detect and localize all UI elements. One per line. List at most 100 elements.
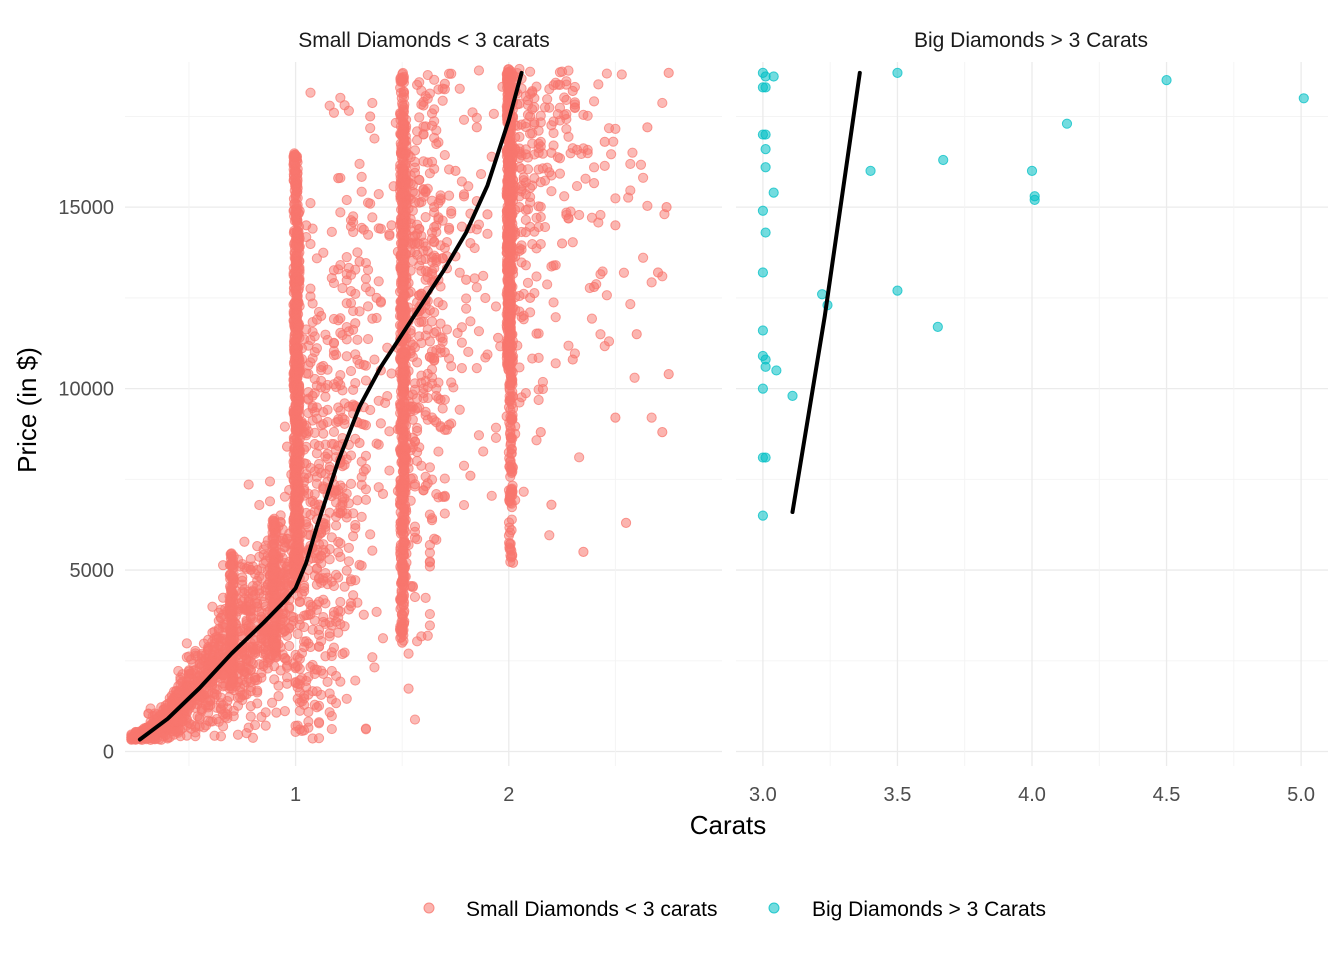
data-point (365, 286, 376, 297)
data-point (424, 608, 435, 620)
data-point (507, 403, 519, 414)
data-point (787, 390, 798, 401)
data-point (294, 205, 305, 217)
data-point (307, 495, 318, 507)
data-point (326, 226, 337, 237)
data-point (294, 518, 305, 529)
data-point (418, 96, 429, 107)
data-point (215, 612, 227, 623)
data-point (243, 596, 254, 607)
data-point (527, 353, 538, 364)
legend: Small Diamonds < 3 carats Big Diamonds >… (423, 898, 1046, 921)
data-point (227, 664, 238, 675)
data-point (488, 108, 499, 119)
data-point (224, 596, 235, 607)
data-point (279, 491, 291, 502)
data-point (504, 284, 515, 295)
data-point (505, 543, 516, 554)
data-point (433, 377, 444, 388)
data-point (341, 454, 352, 465)
data-point (595, 209, 606, 221)
data-point (335, 207, 346, 218)
data-point (606, 149, 617, 160)
data-point (239, 536, 250, 547)
data-point (396, 590, 407, 602)
data-point (307, 733, 318, 744)
data-point (563, 340, 574, 351)
points-big (757, 67, 1309, 521)
data-point (593, 79, 604, 90)
data-point (181, 638, 192, 649)
data-point (324, 707, 335, 718)
data-point (522, 204, 534, 215)
data-point (757, 325, 769, 336)
data-point (292, 226, 303, 237)
data-point (422, 392, 433, 404)
data-point (437, 95, 448, 106)
data-point (399, 452, 411, 463)
data-point (465, 316, 476, 327)
data-point (345, 597, 357, 609)
data-point (760, 82, 771, 93)
data-point (386, 220, 397, 231)
data-point (506, 448, 517, 459)
data-point (279, 625, 291, 636)
data-point (435, 318, 446, 329)
data-point (429, 533, 440, 544)
data-point (426, 233, 438, 244)
data-point (343, 556, 354, 567)
data-point (267, 520, 278, 531)
data-point (426, 474, 438, 485)
data-point (264, 476, 276, 487)
data-point (760, 162, 771, 173)
data-point (273, 680, 284, 691)
data-point (599, 136, 610, 147)
data-point (426, 412, 438, 423)
data-point (535, 141, 546, 152)
legend-key-small (423, 902, 435, 914)
data-point (333, 547, 344, 558)
data-point (518, 486, 529, 497)
facet-title-small: Small Diamonds < 3 carats (298, 29, 550, 52)
data-point (341, 351, 352, 362)
data-point (226, 678, 237, 689)
data-point (608, 136, 619, 147)
data-point (397, 218, 408, 229)
data-point (339, 647, 350, 658)
data-point (220, 711, 231, 723)
data-point (456, 221, 467, 232)
y-tick-label: 0 (103, 741, 114, 763)
data-point (603, 123, 615, 134)
data-point (386, 368, 397, 379)
data-point (1026, 165, 1038, 176)
data-point (642, 122, 653, 133)
data-point (586, 313, 598, 324)
data-point (429, 207, 440, 218)
data-point (309, 664, 320, 675)
data-point (291, 373, 303, 385)
data-point (657, 271, 668, 282)
data-point (254, 499, 265, 511)
data-point (241, 563, 252, 574)
data-point (311, 471, 322, 482)
data-point (399, 464, 410, 475)
data-point (292, 183, 303, 194)
y-axis-title: Price (in $) (12, 347, 42, 473)
data-point (318, 428, 329, 439)
data-point (554, 168, 566, 179)
data-point (529, 149, 540, 160)
data-point (268, 557, 279, 569)
data-point (465, 470, 476, 481)
data-point (291, 485, 302, 496)
data-point (760, 361, 771, 372)
data-point (420, 212, 431, 223)
data-point (369, 354, 380, 365)
data-point (328, 277, 340, 289)
data-point (289, 151, 300, 162)
data-point (305, 238, 316, 250)
data-point (252, 685, 263, 696)
data-point (760, 452, 771, 463)
data-point (225, 584, 237, 595)
data-point (571, 180, 583, 192)
data-point (525, 307, 536, 318)
